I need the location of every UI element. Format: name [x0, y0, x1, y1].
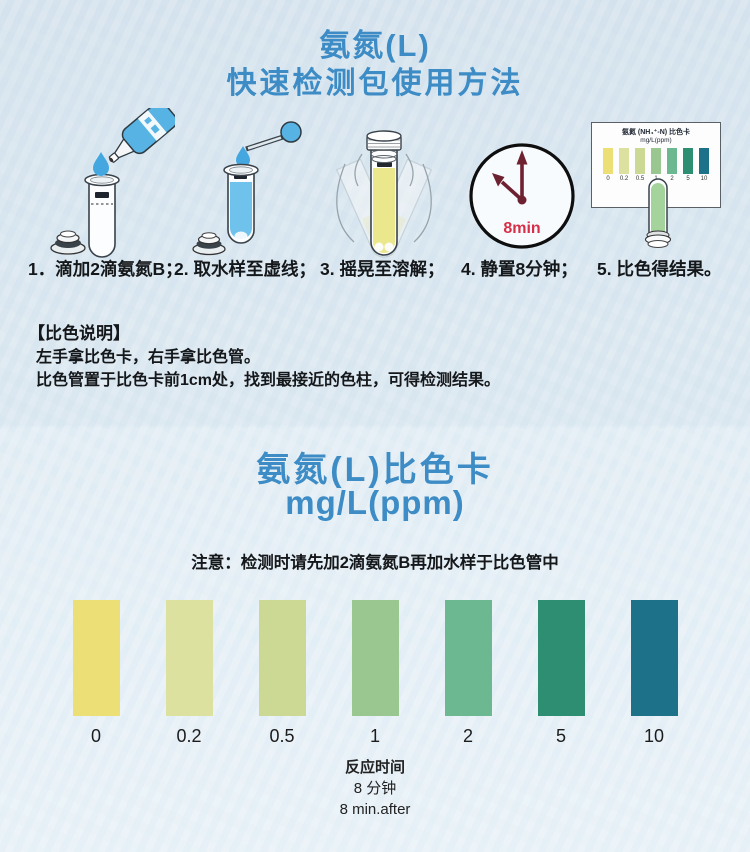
- reaction-time-cn: 8 分钟: [353, 780, 397, 797]
- step3-illustration: [318, 112, 453, 258]
- step1-illustration: [25, 101, 178, 258]
- mini-swatch-value-label: 10: [700, 176, 708, 182]
- mini-swatch-column: 10: [699, 148, 709, 182]
- color-card-unit: mg/L(ppm): [285, 484, 465, 521]
- color-card-title: 氨氮(L)比色卡: [256, 451, 494, 489]
- swatch-column: 0: [72, 600, 120, 747]
- step1-caption: 1．滴加2滴氨氮B；: [28, 259, 183, 279]
- clock-icon: 8min: [469, 143, 575, 249]
- instructions-line1: 左手拿比色卡，右手拿比色管。: [36, 349, 261, 366]
- color-swatch-10: [630, 600, 678, 716]
- step2-figure: [192, 121, 302, 256]
- shake-motion-lines: [336, 153, 432, 243]
- mini-swatch-column: 5: [683, 148, 693, 182]
- test-tube-icon: [223, 163, 259, 244]
- swatch-value-label: 2: [462, 726, 473, 746]
- tube-cap-icon: [644, 230, 672, 248]
- color-card-note: 注意：检测时请先加2滴氨氮B再加水样于比色管中: [191, 554, 559, 572]
- swatch-value-label: 10: [643, 726, 665, 746]
- color-swatch-row: 0 0.2 0.5 1 2 5 10: [0, 600, 750, 747]
- step1-figure: [50, 101, 178, 258]
- swatch-value-label: 0: [90, 726, 101, 746]
- mini-swatch-value-label: 0: [606, 176, 610, 182]
- color-swatch-0: [72, 600, 120, 716]
- tube-label: [377, 162, 392, 167]
- color-swatch-2: [444, 600, 492, 716]
- step2-illustration: [185, 108, 315, 258]
- mini-color-swatch-2: [667, 148, 677, 174]
- mini-color-swatch-0: [603, 148, 613, 174]
- swatch-value-label: 0.2: [176, 726, 202, 746]
- mini-color-swatch-0.2: [619, 148, 629, 174]
- mini-card-subtitle: mg/L(ppm): [640, 137, 672, 144]
- capped-test-tube-icon: [366, 130, 402, 256]
- swatch-column: 5: [537, 600, 585, 747]
- mini-swatch-value-label: 0.2: [619, 176, 629, 182]
- page-title-line1: 氨氮(L): [319, 28, 431, 63]
- reaction-time-label: 反应时间: [344, 759, 405, 776]
- mini-swatch-column: 0.5: [635, 148, 645, 182]
- color-swatch-5: [537, 600, 585, 716]
- dissolved-sample-fill: [373, 168, 395, 253]
- mini-color-swatch-10: [699, 148, 709, 174]
- mini-color-swatch-0.5: [635, 148, 645, 174]
- reaction-time-footer: 反应时间 8 分钟 8 min.after: [0, 757, 750, 820]
- tube-cap-icon: [192, 232, 226, 256]
- result-tube-icon: [644, 178, 672, 248]
- mini-color-swatch-5: [683, 148, 693, 174]
- tube-label: [95, 192, 109, 198]
- mini-swatch-value-label: 0.5: [635, 176, 645, 182]
- result-sample-fill: [651, 183, 665, 234]
- color-swatch-0.2: [165, 600, 213, 716]
- step3-caption: 3. 摇晃至溶解；: [320, 259, 445, 279]
- swatch-value-label: 0.5: [269, 726, 295, 746]
- swatch-column: 1: [351, 600, 399, 747]
- swatch-column: 10: [630, 600, 678, 747]
- swatch-value-label: 1: [369, 726, 380, 746]
- instructions-line2: 比色管置于比色卡前1cm处，找到最接近的色柱，可得检测结果。: [36, 372, 501, 389]
- swatch-column: 2: [444, 600, 492, 747]
- comparison-instructions: 【比色说明】 左手拿比色卡，右手拿比色管。 比色管置于比色卡前1cm处，找到最接…: [28, 322, 500, 392]
- clock-duration-label: 8min: [503, 220, 540, 237]
- mini-swatch-column: 2: [667, 148, 677, 182]
- reaction-time-en: 8 min.after: [339, 801, 411, 818]
- tube-cap-icon: [50, 230, 86, 255]
- pipette-icon: [245, 121, 302, 152]
- mini-swatch-value-label: 2: [670, 176, 674, 182]
- instructions-heading: 【比色说明】: [28, 324, 130, 343]
- color-swatch-0.5: [258, 600, 306, 716]
- step4-illustration: 8min: [462, 136, 582, 256]
- mini-swatch-column: 0: [603, 148, 613, 182]
- mini-swatch-column: 0.2: [619, 148, 629, 182]
- step5-caption: 5. 比色得结果。: [597, 259, 722, 279]
- step3-figure: [335, 130, 433, 258]
- mini-swatch-value-label: 5: [686, 176, 690, 182]
- swatch-value-label: 5: [555, 726, 566, 746]
- water-drop-icon: [236, 146, 250, 167]
- water-sample-fill: [230, 182, 252, 239]
- color-swatch-1: [351, 600, 399, 716]
- mini-card-title: 氨氮 (NH₄⁺-N) 比色卡: [621, 129, 691, 136]
- step4-caption: 4. 静置8分钟；: [461, 259, 578, 279]
- page-title-line2: 快速检测包使用方法: [226, 67, 524, 100]
- test-tube-icon: [84, 173, 120, 258]
- swatch-column: 0.5: [258, 600, 306, 747]
- mini-color-swatch-1: [651, 148, 661, 174]
- swatch-column: 0.2: [165, 600, 213, 747]
- reagent-drop-icon: [93, 152, 109, 176]
- step2-caption: 2. 取水样至虚线；: [174, 259, 316, 279]
- dropper-bottle-icon: [108, 101, 178, 163]
